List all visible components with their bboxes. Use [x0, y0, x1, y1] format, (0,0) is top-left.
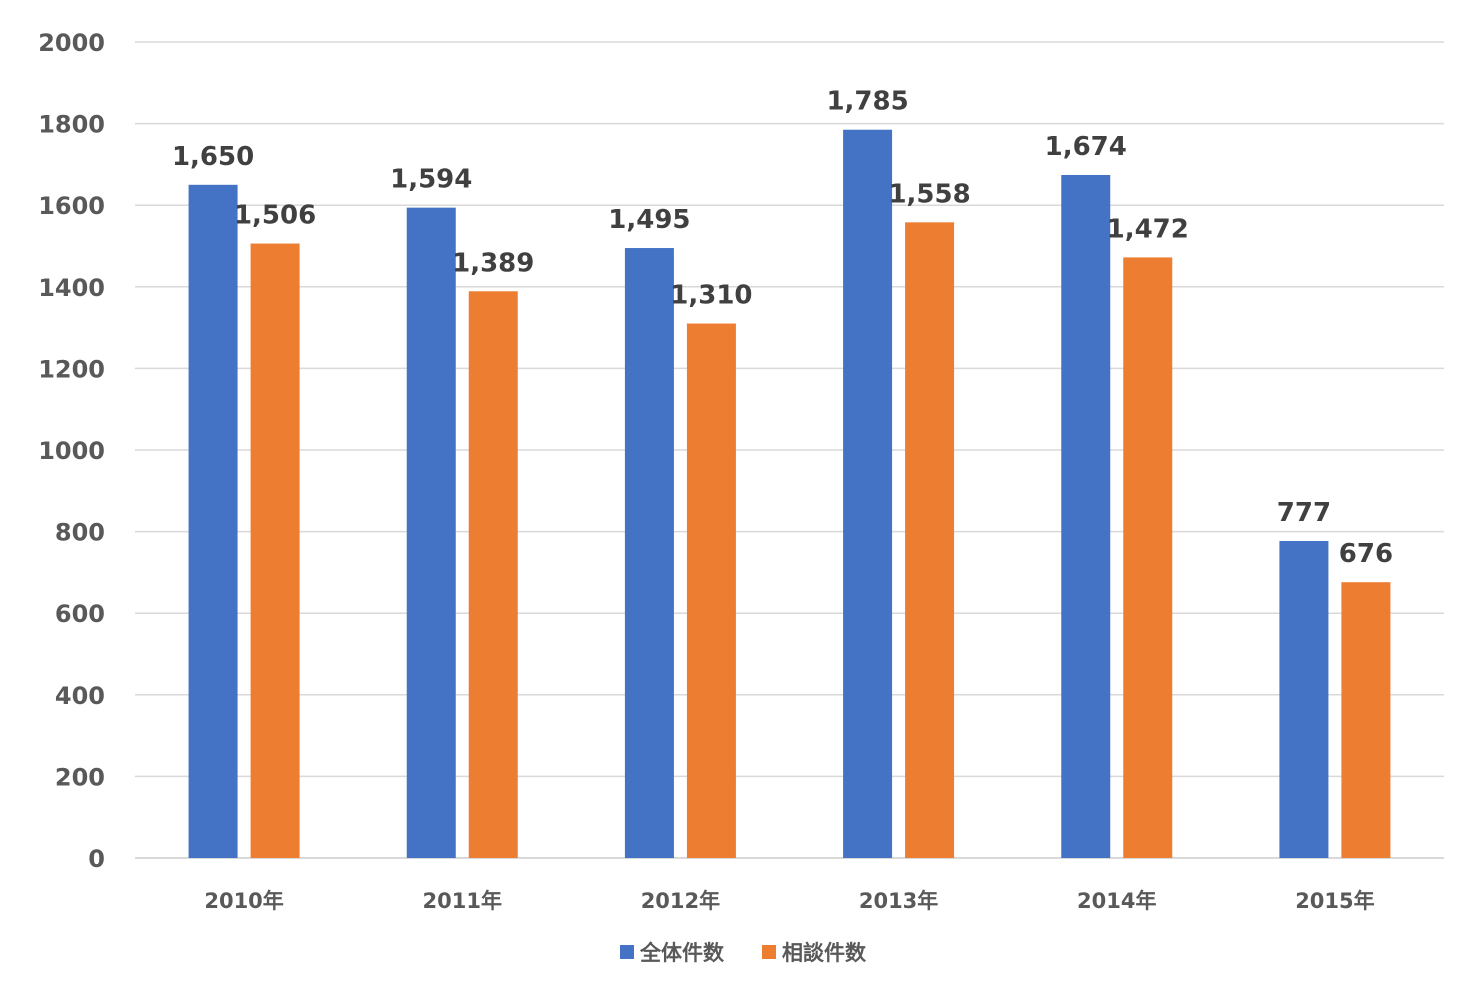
legend-label: 相談件数	[782, 941, 867, 965]
bar-total-5	[1279, 540, 1329, 858]
data-label: 1,506	[234, 201, 316, 231]
bar-total-1	[406, 207, 456, 858]
bar-consult-3	[905, 222, 955, 858]
bars	[188, 129, 1391, 859]
data-label: 676	[1339, 539, 1393, 569]
legend-label: 全体件数	[639, 941, 725, 965]
bar-total-3	[843, 129, 893, 859]
gridlines	[135, 41, 1444, 859]
x-tick-label: 2014年	[1077, 889, 1156, 913]
data-label: 1,472	[1107, 214, 1189, 244]
bar-consult-2	[686, 323, 736, 858]
data-label: 1,650	[172, 142, 254, 172]
y-tick-label: 0	[88, 845, 105, 873]
y-tick-label: 200	[55, 763, 105, 791]
legend-swatch	[762, 945, 776, 959]
y-tick-label: 600	[55, 600, 105, 628]
x-tick-label: 2012年	[641, 889, 720, 913]
bar-consult-1	[468, 291, 518, 859]
y-tick-label: 1400	[38, 274, 105, 302]
data-label: 1,674	[1045, 132, 1127, 162]
x-tick-label: 2013年	[859, 889, 938, 913]
y-axis-ticks: 0 200 400 600 800 1000 1200 1400 1600 1800 2000	[38, 29, 105, 873]
data-label: 1,389	[452, 248, 534, 278]
data-label: 1,558	[888, 179, 970, 209]
y-tick-label: 800	[55, 519, 105, 547]
y-tick-label: 2000	[38, 29, 105, 57]
data-labels: 1,650 1,506 1,594 1,389 1,495 1,310 1,785 1,558…	[172, 87, 1393, 569]
y-tick-label: 1000	[38, 437, 105, 465]
bar-consult-4	[1123, 257, 1173, 858]
bar-consult-5	[1341, 582, 1391, 858]
data-label: 1,594	[390, 165, 472, 195]
data-label: 1,495	[608, 205, 690, 235]
x-tick-label: 2015年	[1295, 889, 1374, 913]
bar-total-0	[188, 184, 238, 859]
x-axis-ticks: 2010年 2011年 2012年 2013年 2014年 2015年	[204, 889, 1374, 913]
y-tick-label: 1800	[38, 111, 105, 139]
data-label: 1,785	[826, 87, 908, 117]
legend: 全体件数 相談件数	[620, 941, 867, 965]
x-tick-label: 2011年	[423, 889, 502, 913]
x-tick-label: 2010年	[204, 889, 283, 913]
y-tick-label: 1600	[38, 192, 105, 220]
data-label: 1,310	[670, 281, 752, 311]
bar-consult-0	[250, 243, 300, 858]
legend-item: 相談件数	[762, 941, 867, 965]
bar-total-4	[1061, 175, 1111, 858]
y-tick-label: 1200	[38, 355, 105, 383]
data-label: 777	[1277, 498, 1331, 528]
legend-item: 全体件数	[620, 941, 725, 965]
legend-swatch	[620, 945, 634, 959]
bar-total-2	[624, 248, 674, 859]
y-tick-label: 400	[55, 682, 105, 710]
